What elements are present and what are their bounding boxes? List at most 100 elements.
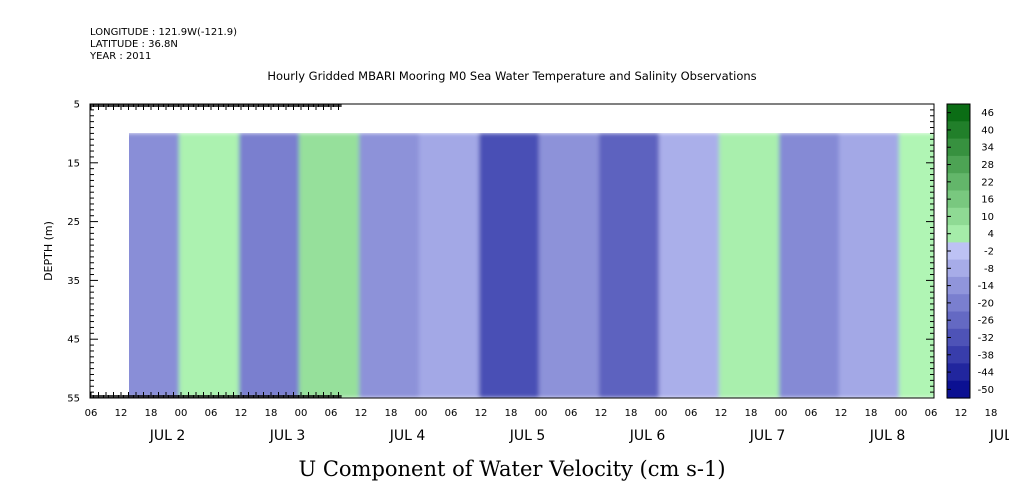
x-day-labels: JUL 2 JUL 3 JUL 4 JUL 5 JUL 6 JUL 7 JUL 8 JUL 9 bbox=[149, 428, 1009, 444]
heatmap-column-14 bbox=[899, 133, 934, 398]
colorbar-label: 34 bbox=[981, 143, 994, 154]
x-hour-tick-label: 00 bbox=[655, 408, 668, 419]
x-hour-tick-label: 12 bbox=[835, 408, 848, 419]
colorbar-label: 40 bbox=[981, 125, 994, 136]
x-hour-tick-label: 00 bbox=[415, 408, 428, 419]
heatmap-column-6 bbox=[419, 133, 483, 398]
colorbar-label: -50 bbox=[978, 385, 994, 396]
heatmap-column-10 bbox=[659, 133, 723, 398]
x-hour-tick-label: 18 bbox=[145, 408, 158, 419]
colorbar-label: -44 bbox=[978, 368, 994, 379]
heatmap-column-4 bbox=[299, 133, 363, 398]
x-day-label: JUL 8 bbox=[869, 428, 906, 444]
x-hour-tick-label: 18 bbox=[985, 408, 998, 419]
colorbar-swatch bbox=[947, 190, 970, 209]
colorbar: 46 40 34 28 22 16 10 4 -2 -8 -14 -20 -26 -32 -38 -44 -50 bbox=[946, 103, 994, 399]
y-tick-labels: 5 15 25 35 45 55 bbox=[67, 100, 80, 405]
colorbar-swatch bbox=[947, 138, 970, 157]
x-day-label: JUL 4 bbox=[389, 428, 426, 444]
x-hour-tick-label: 18 bbox=[385, 408, 398, 419]
x-hour-tick-label: 06 bbox=[445, 408, 458, 419]
longitude-label: LONGITUDE : 121.9W(-121.9) bbox=[90, 27, 237, 38]
x-hour-tick-label: 00 bbox=[535, 408, 548, 419]
x-day-label: JUL 6 bbox=[629, 428, 666, 444]
colorbar-label: 10 bbox=[981, 212, 994, 223]
x-hour-tick-label: 00 bbox=[895, 408, 908, 419]
x-tick-labels: 06 12 18 00 06 12 18 00 06 12 18 00 06 12 18 00 06 12 18 00… bbox=[85, 408, 998, 419]
colorbar-label: 4 bbox=[988, 229, 994, 240]
x-hour-tick-label: 12 bbox=[355, 408, 368, 419]
y-tick-label: 15 bbox=[67, 158, 80, 169]
y-tick-label: 5 bbox=[74, 100, 80, 111]
x-axis-label: U Component of Water Velocity (cm s-1) bbox=[298, 457, 725, 481]
colorbar-swatch bbox=[947, 155, 970, 174]
x-hour-tick-label: 00 bbox=[175, 408, 188, 419]
chart-title: Hourly Gridded MBARI Mooring M0 Sea Wate… bbox=[267, 69, 756, 83]
colorbar-label: -8 bbox=[984, 264, 994, 275]
year-label: YEAR : 2011 bbox=[89, 51, 151, 62]
colorbar-swatch bbox=[947, 104, 970, 122]
colorbar-swatch bbox=[947, 311, 970, 330]
x-hour-tick-label: 06 bbox=[85, 408, 98, 419]
x-day-label: JUL 3 bbox=[269, 428, 306, 444]
x-hour-tick-label: 00 bbox=[775, 408, 788, 419]
colorbar-swatch bbox=[947, 242, 970, 261]
x-day-label: JUL 9 bbox=[989, 428, 1009, 444]
colorbar-label: -32 bbox=[978, 333, 994, 344]
colorbar-label: -26 bbox=[978, 316, 994, 327]
colorbar-swatch bbox=[947, 294, 970, 313]
x-hour-tick-label: 12 bbox=[475, 408, 488, 419]
latitude-label: LATITUDE : 36.8N bbox=[90, 39, 178, 50]
heatmap-column-2 bbox=[179, 133, 243, 398]
x-hour-tick-label: 06 bbox=[925, 408, 938, 419]
x-hour-tick-label: 18 bbox=[865, 408, 878, 419]
y-tick-label: 35 bbox=[67, 276, 80, 287]
colorbar-label: -2 bbox=[984, 247, 994, 258]
x-day-label: JUL 7 bbox=[749, 428, 786, 444]
x-day-label: JUL 2 bbox=[149, 428, 186, 444]
colorbar-label: -38 bbox=[978, 350, 994, 361]
colorbar-swatch bbox=[947, 276, 970, 295]
y-axis-label: DEPTH (m) bbox=[42, 221, 55, 281]
heatmap-column-13 bbox=[839, 133, 903, 398]
x-hour-tick-label: 00 bbox=[295, 408, 308, 419]
colorbar-label: 22 bbox=[981, 177, 994, 188]
x-hour-tick-label: 12 bbox=[595, 408, 608, 419]
heatmap-column-8 bbox=[539, 133, 603, 398]
x-hour-tick-label: 06 bbox=[565, 408, 578, 419]
colorbar-swatch bbox=[947, 225, 970, 243]
heatmap-column-9 bbox=[599, 133, 663, 398]
heatmap-column-12 bbox=[779, 133, 843, 398]
heatmap-column-7 bbox=[479, 133, 543, 398]
x-hour-tick-label: 06 bbox=[205, 408, 218, 419]
heatmap-column-1 bbox=[129, 133, 183, 398]
colorbar-swatch bbox=[947, 363, 970, 382]
colorbar-swatch bbox=[947, 328, 970, 347]
colorbar-swatch bbox=[947, 259, 970, 278]
heatmap-column-5 bbox=[359, 133, 423, 398]
x-hour-tick-label: 12 bbox=[715, 408, 728, 419]
x-day-label: JUL 5 bbox=[509, 428, 546, 444]
colorbar-label: 46 bbox=[981, 108, 994, 119]
colorbar-swatch bbox=[947, 346, 970, 364]
colorbar-label: -14 bbox=[978, 281, 994, 292]
x-hour-tick-label: 06 bbox=[805, 408, 818, 419]
x-hour-tick-label: 18 bbox=[745, 408, 758, 419]
y-tick-label: 55 bbox=[67, 394, 80, 405]
heatmap-column-11 bbox=[719, 133, 783, 398]
x-hour-tick-label: 12 bbox=[955, 408, 968, 419]
x-hour-tick-label: 18 bbox=[265, 408, 278, 419]
x-hour-tick-label: 18 bbox=[505, 408, 518, 419]
x-hour-tick-label: 06 bbox=[685, 408, 698, 419]
heatmap-column-3 bbox=[239, 133, 303, 398]
x-hour-tick-label: 12 bbox=[235, 408, 248, 419]
axis-ticks bbox=[90, 103, 934, 399]
colorbar-swatch bbox=[947, 380, 970, 399]
x-hour-tick-label: 06 bbox=[325, 408, 338, 419]
colorbar-label: -20 bbox=[978, 298, 994, 309]
colorbar-label: 28 bbox=[981, 160, 994, 171]
x-hour-tick-label: 18 bbox=[625, 408, 638, 419]
x-hour-tick-label: 12 bbox=[115, 408, 128, 419]
colorbar-swatch bbox=[947, 121, 970, 140]
